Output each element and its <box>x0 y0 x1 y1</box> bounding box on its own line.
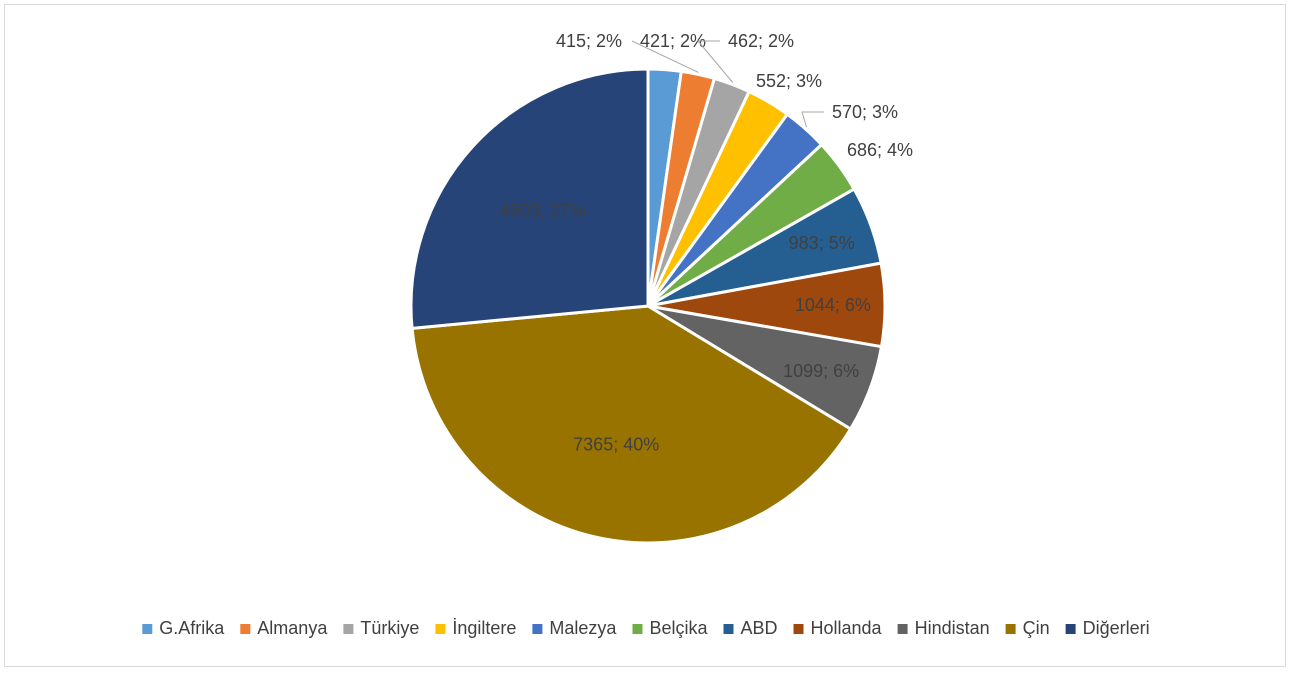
legend-item-malezya: Malezya <box>532 618 617 638</box>
legend-item-abd: ABD <box>723 618 778 638</box>
legend-item-hindistan: Hindistan <box>897 618 990 638</box>
legend-label: Çin <box>1023 618 1050 638</box>
leader-line-malezya <box>801 111 824 128</box>
legend-item-cin: Çin <box>1005 618 1050 638</box>
data-label-ingiltere: 552; 3% <box>756 71 822 91</box>
pie-slice-cin <box>410 304 853 545</box>
data-label-g-afrika: 415; 2% <box>556 31 622 51</box>
data-label-cin: 7365; 40% <box>573 435 659 455</box>
legend-item-ingiltere: İngiltere <box>435 618 516 638</box>
legend-label: Hindistan <box>915 618 990 638</box>
legend-swatch <box>1005 624 1016 634</box>
legend-label: Hollanda <box>811 618 883 638</box>
data-labels: 415; 2% 421; 2% 462; 2% 552; 3% 570; 3% 686; … <box>500 31 913 455</box>
pie-slice-digerleri <box>409 67 650 330</box>
legend-item-hollanda: Hollanda <box>793 618 883 638</box>
data-label-malezya: 570; 3% <box>832 102 898 122</box>
legend-label: İngiltere <box>452 618 516 638</box>
legend-item-belcika: Belçika <box>632 618 709 638</box>
legend-item-g-afrika: G.Afrika <box>142 618 225 638</box>
legend-swatch <box>723 624 734 634</box>
legend-swatch <box>793 624 804 634</box>
legend-label: Belçika <box>650 618 709 638</box>
legend-swatch <box>343 624 354 634</box>
data-label-hollanda: 1044; 6% <box>795 295 871 315</box>
legend-item-almanya: Almanya <box>240 618 328 638</box>
legend-swatch <box>142 624 153 634</box>
data-label-almanya: 421; 2% <box>640 31 706 51</box>
data-label-turkiye: 462; 2% <box>728 31 794 51</box>
data-label-belcika: 686; 4% <box>847 140 913 160</box>
legend-swatch <box>435 624 446 634</box>
legend-swatch <box>532 624 543 634</box>
legend-item-turkiye: Türkiye <box>343 618 419 638</box>
pie-slices <box>409 67 887 545</box>
data-label-abd: 983; 5% <box>789 233 855 253</box>
data-label-digerleri: 4903; 27% <box>500 200 586 220</box>
legend-swatch <box>632 624 643 634</box>
legend-label: G.Afrika <box>159 618 225 638</box>
legend-label: Diğerleri <box>1083 618 1150 638</box>
legend-label: Almanya <box>257 618 328 638</box>
leader-line-almanya <box>631 40 699 73</box>
legend-label: Türkiye <box>360 618 419 638</box>
leader-line-turkiye <box>696 40 734 83</box>
data-label-hindistan: 1099; 6% <box>783 361 859 381</box>
legend-item-digerleri: Diğerleri <box>1065 618 1150 638</box>
legend: G.Afrika Almanya Türkiye İngiltere Malezya Be… <box>142 618 1150 638</box>
legend-label: ABD <box>741 618 778 638</box>
legend-swatch <box>897 624 908 634</box>
legend-swatch <box>240 624 251 634</box>
legend-swatch <box>1065 624 1076 634</box>
legend-label: Malezya <box>549 618 617 638</box>
